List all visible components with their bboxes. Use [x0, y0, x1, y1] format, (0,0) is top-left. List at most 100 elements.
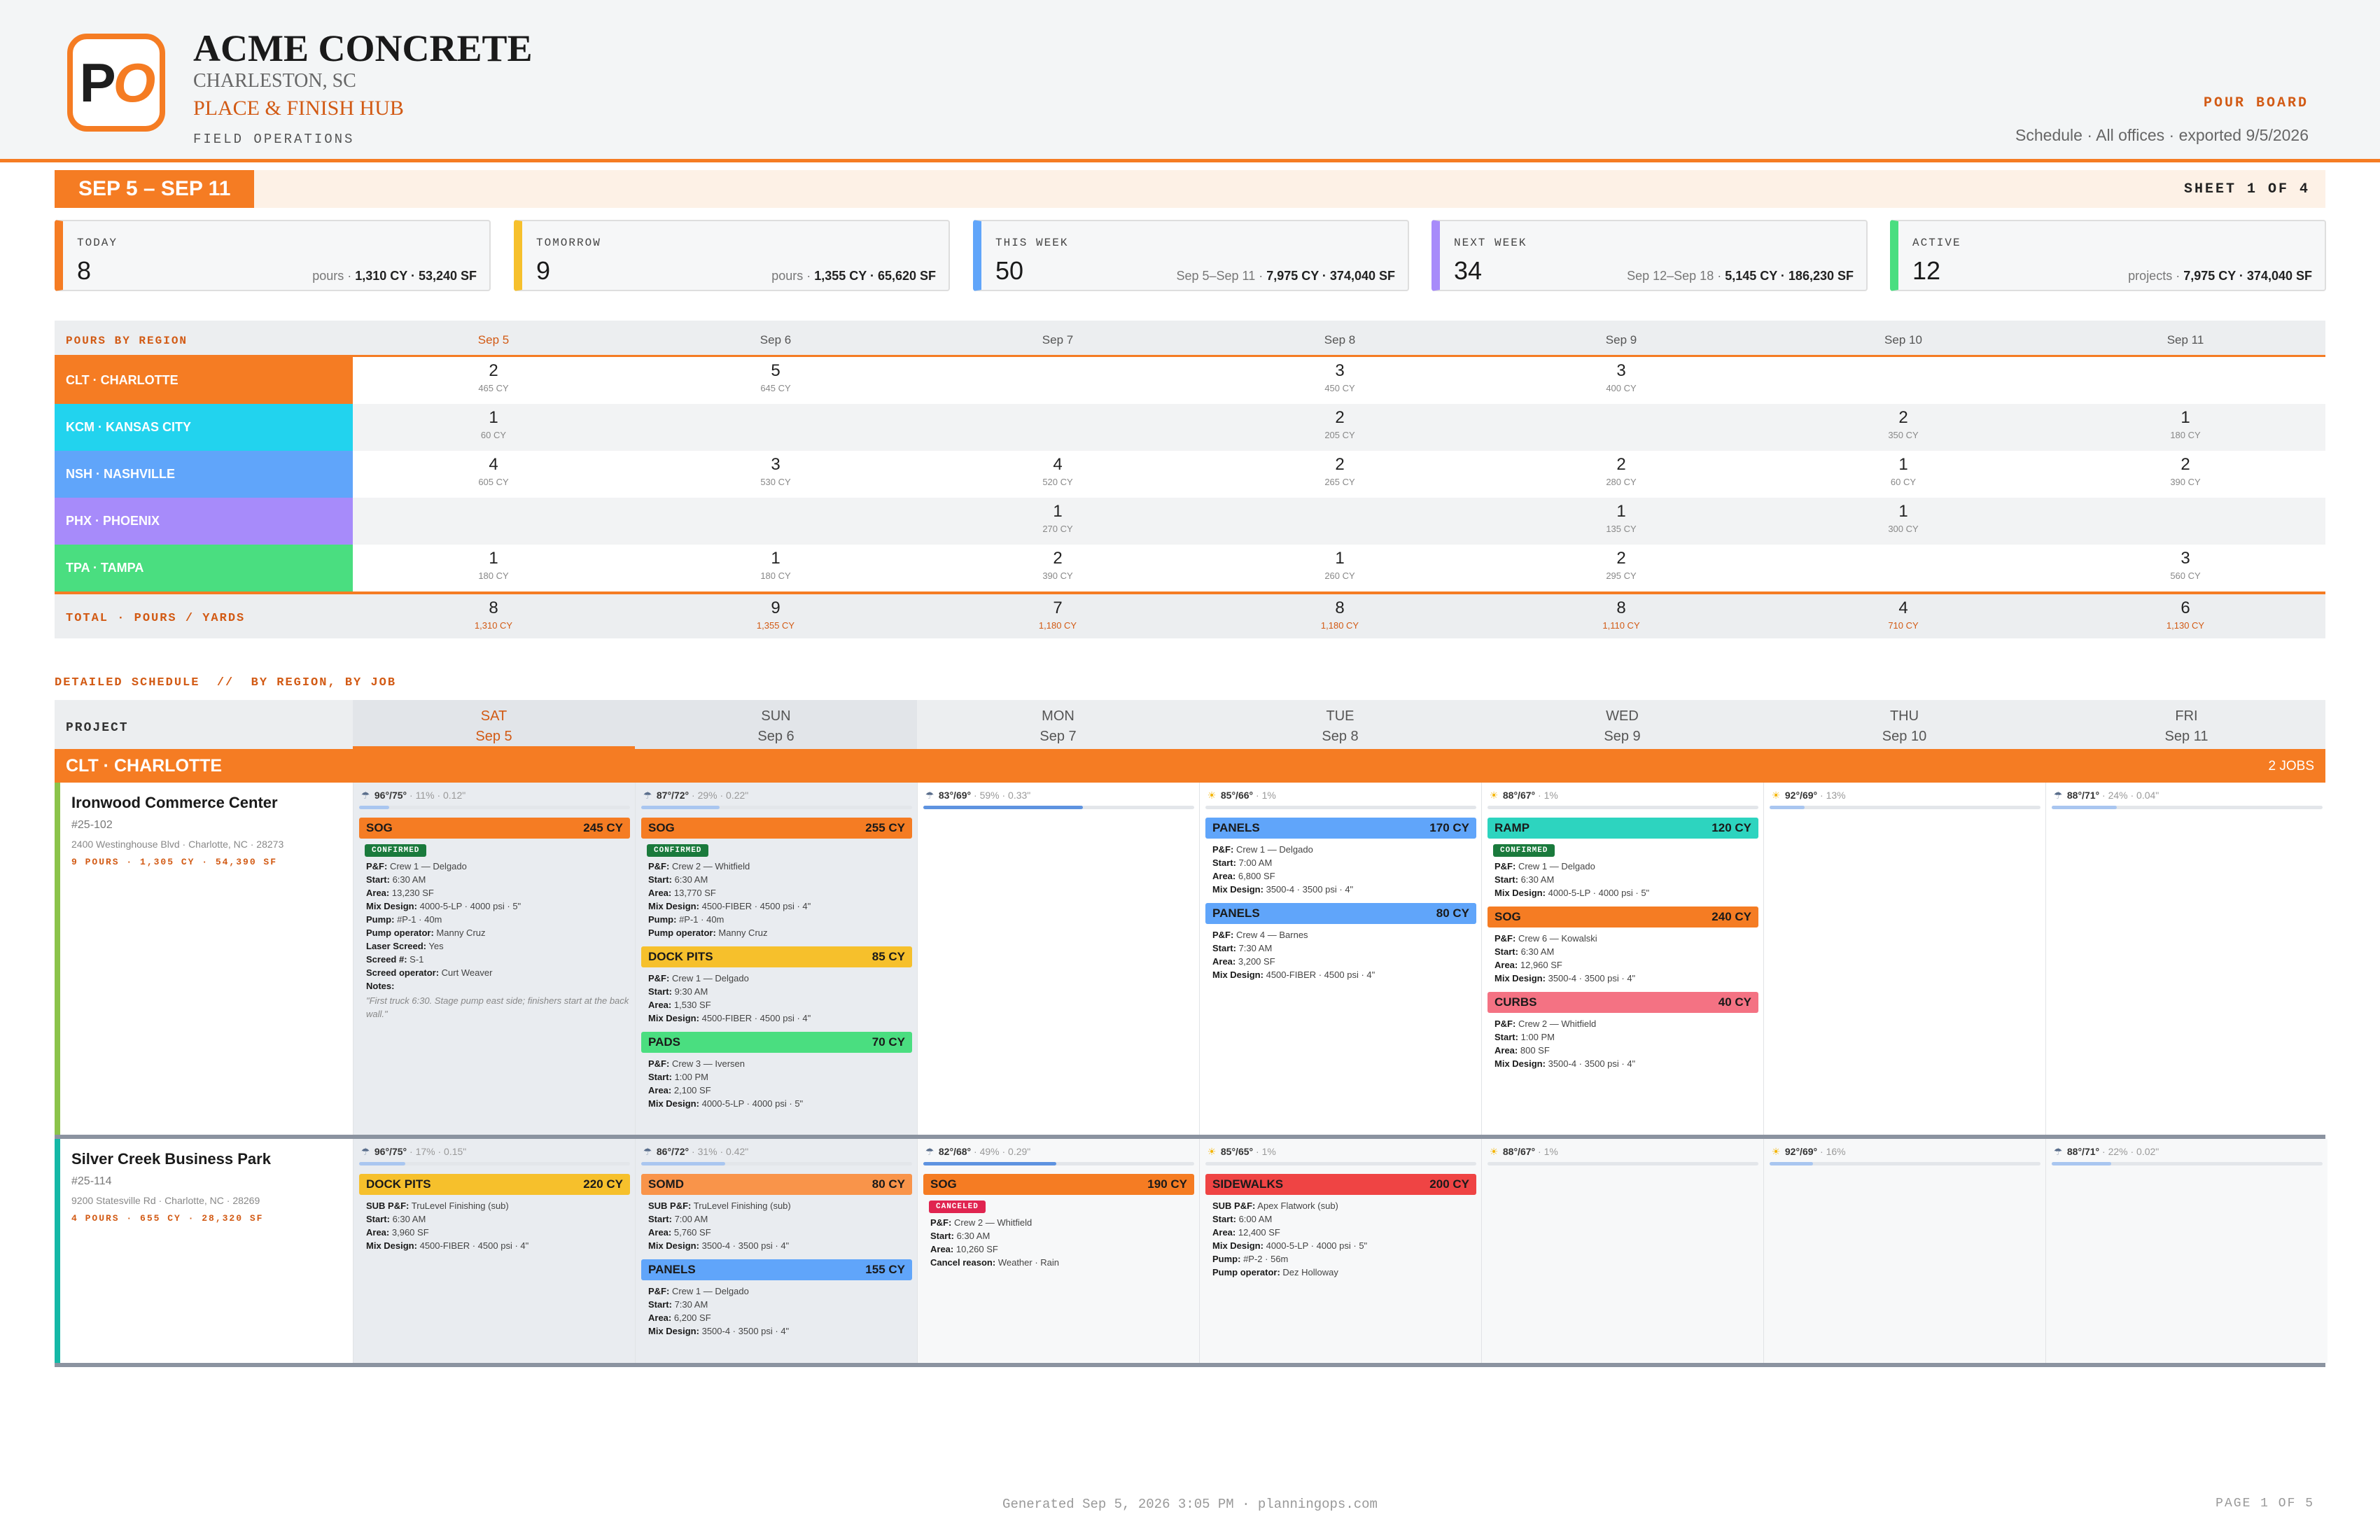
company-logo: PO [67, 34, 165, 132]
pour-card[interactable]: DOCK PITS 85 CY P&F: Crew 1 — Delgado Start… [641, 946, 912, 1023]
pour-card[interactable]: SOMD 80 CY SUB P&F: TruLevel Finishing (su… [641, 1174, 912, 1251]
pour-type-bar[interactable]: CURBS 40 CY [1488, 992, 1758, 1013]
pour-detail-key: Laser Screed: [366, 941, 426, 951]
weather-temps: 87°/72° [656, 790, 690, 801]
pour-detail: Start: 7:00 AM [641, 1214, 912, 1224]
job-title[interactable]: Silver Creek Business Park [71, 1150, 271, 1168]
pour-detail-key: Mix Design: [1212, 1240, 1264, 1251]
pour-detail-key: Start: [648, 1072, 672, 1082]
weather-forecast: ☂ 83°/69° · 59% · 0.33" [923, 790, 1194, 802]
pour-detail-value: 3500-4 · 3500 psi · 4" [1266, 884, 1354, 895]
pour-detail: Mix Design: 4000-5-LP · 4000 psi · 5" [1488, 888, 1758, 898]
region-cell: 2 390 CY [988, 549, 1128, 581]
pour-type-bar[interactable]: DOCK PITS 220 CY [359, 1174, 630, 1195]
pour-card[interactable]: RAMP 120 CY CONFIRMED P&F: Crew 1 — Delgado… [1488, 818, 1758, 898]
pour-type-bar[interactable]: SOG 255 CY [641, 818, 912, 839]
region-cell-yards: 645 CY [760, 383, 791, 393]
region-cell-yards: 265 CY [1324, 477, 1355, 487]
stat-value: 34 [1454, 256, 1483, 285]
pour-card[interactable]: PANELS 80 CY P&F: Crew 4 — Barnes Start: 7:… [1205, 903, 1476, 980]
precip-bar [1488, 806, 1758, 809]
pour-type-bar[interactable]: SOG 245 CY [359, 818, 630, 839]
pour-type-bar[interactable]: SIDEWALKS 200 CY [1205, 1174, 1476, 1195]
pour-detail: Laser Screed: Yes [359, 941, 630, 951]
pour-detail-key: Notes: [366, 981, 395, 991]
pour-yards: 255 CY [865, 821, 905, 834]
pour-detail: P&F: Crew 6 — Kowalski [1488, 933, 1758, 944]
pour-type-bar[interactable]: SOG 190 CY [923, 1174, 1194, 1195]
pour-type-bar[interactable]: PADS 70 CY [641, 1032, 912, 1053]
pour-detail-value: 7:30 AM [1238, 943, 1273, 953]
pour-detail-value: TruLevel Finishing (sub) [693, 1200, 791, 1211]
region-cell: 1 60 CY [1833, 455, 1973, 487]
pour-type-bar[interactable]: SOG 240 CY [1488, 906, 1758, 927]
day-name: THU [1889, 708, 1919, 724]
sun-icon: ☀ [1489, 790, 1499, 801]
weather-forecast: ☀ 92°/69° · 13% [1770, 790, 2040, 802]
job-title[interactable]: Ironwood Commerce Center [71, 794, 278, 811]
pour-card[interactable]: PANELS 170 CY P&F: Crew 1 — Delgado Start: … [1205, 818, 1476, 895]
region-cell-yards: 390 CY [2170, 477, 2201, 487]
weather-precip: · 11% · 0.12" [410, 790, 466, 801]
pour-card[interactable]: SIDEWALKS 200 CY SUB P&F: Apex Flatwork (s… [1205, 1174, 1476, 1278]
pour-detail-key: Screed operator: [366, 967, 440, 978]
pour-card[interactable]: SOG 255 CY CONFIRMED P&F: Crew 2 — Whitfiel… [641, 818, 912, 938]
pour-detail: Mix Design: 3500-4 · 3500 psi · 4" [641, 1240, 912, 1251]
weather-forecast: ☀ 88°/67° · 1% [1488, 1146, 1758, 1158]
pour-card[interactable]: PANELS 155 CY P&F: Crew 1 — Delgado Start: … [641, 1259, 912, 1336]
pour-type-bar[interactable]: SOMD 80 CY [641, 1174, 912, 1195]
pour-detail: Pump: #P-2 · 56m [1205, 1254, 1476, 1264]
pour-detail-key: Area: [648, 1227, 672, 1238]
pour-detail: Start: 6:30 AM [359, 874, 630, 885]
pour-type-bar[interactable]: DOCK PITS 85 CY [641, 946, 912, 967]
region-cell-pours: 2 [1335, 408, 1345, 427]
weather-temps: 82°/68° [938, 1146, 972, 1157]
pour-detail: Area: 6,200 SF [641, 1312, 912, 1323]
pour-detail-value: Crew 3 — Iversen [671, 1058, 746, 1069]
total-pours: 7 [1053, 598, 1063, 617]
region-cell-yards: 280 CY [1606, 477, 1637, 487]
pour-detail-value: 12,960 SF [1520, 960, 1562, 970]
region-total-label: TOTAL · POURS / YARDS [66, 612, 246, 625]
weather-temps: 86°/72° [656, 1146, 690, 1157]
pour-detail-key: Area: [648, 888, 672, 898]
pour-type-bar[interactable]: PANELS 80 CY [1205, 903, 1476, 924]
pour-type-bar[interactable]: PANELS 170 CY [1205, 818, 1476, 839]
pour-type-bar[interactable]: RAMP 120 CY [1488, 818, 1758, 839]
weather-forecast: ☂ 82°/68° · 49% · 0.29" [923, 1146, 1194, 1158]
pour-detail-key: Start: [648, 986, 672, 997]
pour-card[interactable]: SOG 245 CY CONFIRMED P&F: Crew 1 — Delgado S… [359, 818, 630, 1021]
total-yards: 1,310 CY [474, 620, 513, 631]
pour-detail: Area: 5,760 SF [641, 1227, 912, 1238]
hub-name: PLACE & FINISH HUB [193, 97, 404, 120]
pour-card[interactable]: PADS 70 CY P&F: Crew 3 — Iversen Start: 1:0… [641, 1032, 912, 1109]
pour-detail: Area: 12,960 SF [1488, 960, 1758, 970]
pour-detail-key: Pump: [366, 914, 395, 925]
pour-detail-key: P&F: [1494, 861, 1516, 872]
pour-card[interactable]: SOG 190 CY CANCELED P&F: Crew 2 — Whitfield… [923, 1174, 1194, 1268]
region-cell: 4 605 CY [424, 455, 564, 487]
stat-label: NEXT WEEK [1454, 237, 1527, 249]
pour-detail-key: P&F: [366, 861, 388, 872]
day-cell: ☀ 88°/67° · 1% RAMP 120 CY CONFIRMED P&F: Cr… [1481, 783, 1763, 1135]
pour-detail-key: P&F: [930, 1217, 952, 1228]
pour-detail-key: Area: [366, 1227, 390, 1238]
pour-detail-value: Dez Holloway [1282, 1267, 1338, 1278]
date-range-bar: SEP 5 – SEP 11 SHEET 1 OF 4 [55, 170, 2325, 208]
pour-card[interactable]: CURBS 40 CY P&F: Crew 2 — Whitfield Start: … [1488, 992, 1758, 1069]
pour-detail: Mix Design: 4500-FIBER · 4500 psi · 4" [641, 1013, 912, 1023]
pour-card[interactable]: DOCK PITS 220 CY SUB P&F: TruLevel Finishi… [359, 1174, 630, 1251]
pour-detail: SUB P&F: TruLevel Finishing (sub) [359, 1200, 630, 1211]
day-cell: ☀ 92°/69° · 16% [1763, 1139, 2045, 1363]
region-total-cell: 6 1,130 CY [2115, 598, 2255, 631]
pour-type-bar[interactable]: PANELS 155 CY [641, 1259, 912, 1280]
pour-yards: 85 CY [872, 950, 905, 963]
pour-card[interactable]: SOG 240 CY P&F: Crew 6 — Kowalski Start: 6:… [1488, 906, 1758, 983]
region-cell-pours: 2 [1053, 549, 1063, 568]
weather-precip: · 49% · 0.29" [974, 1146, 1031, 1157]
pour-yards: 80 CY [872, 1177, 905, 1191]
pour-detail: Start: 6:30 AM [1488, 874, 1758, 885]
region-total-cell: 8 1,310 CY [424, 598, 564, 631]
pour-detail: P&F: Crew 2 — Whitfield [641, 861, 912, 872]
pour-detail-value: 6:30 AM [956, 1231, 990, 1241]
